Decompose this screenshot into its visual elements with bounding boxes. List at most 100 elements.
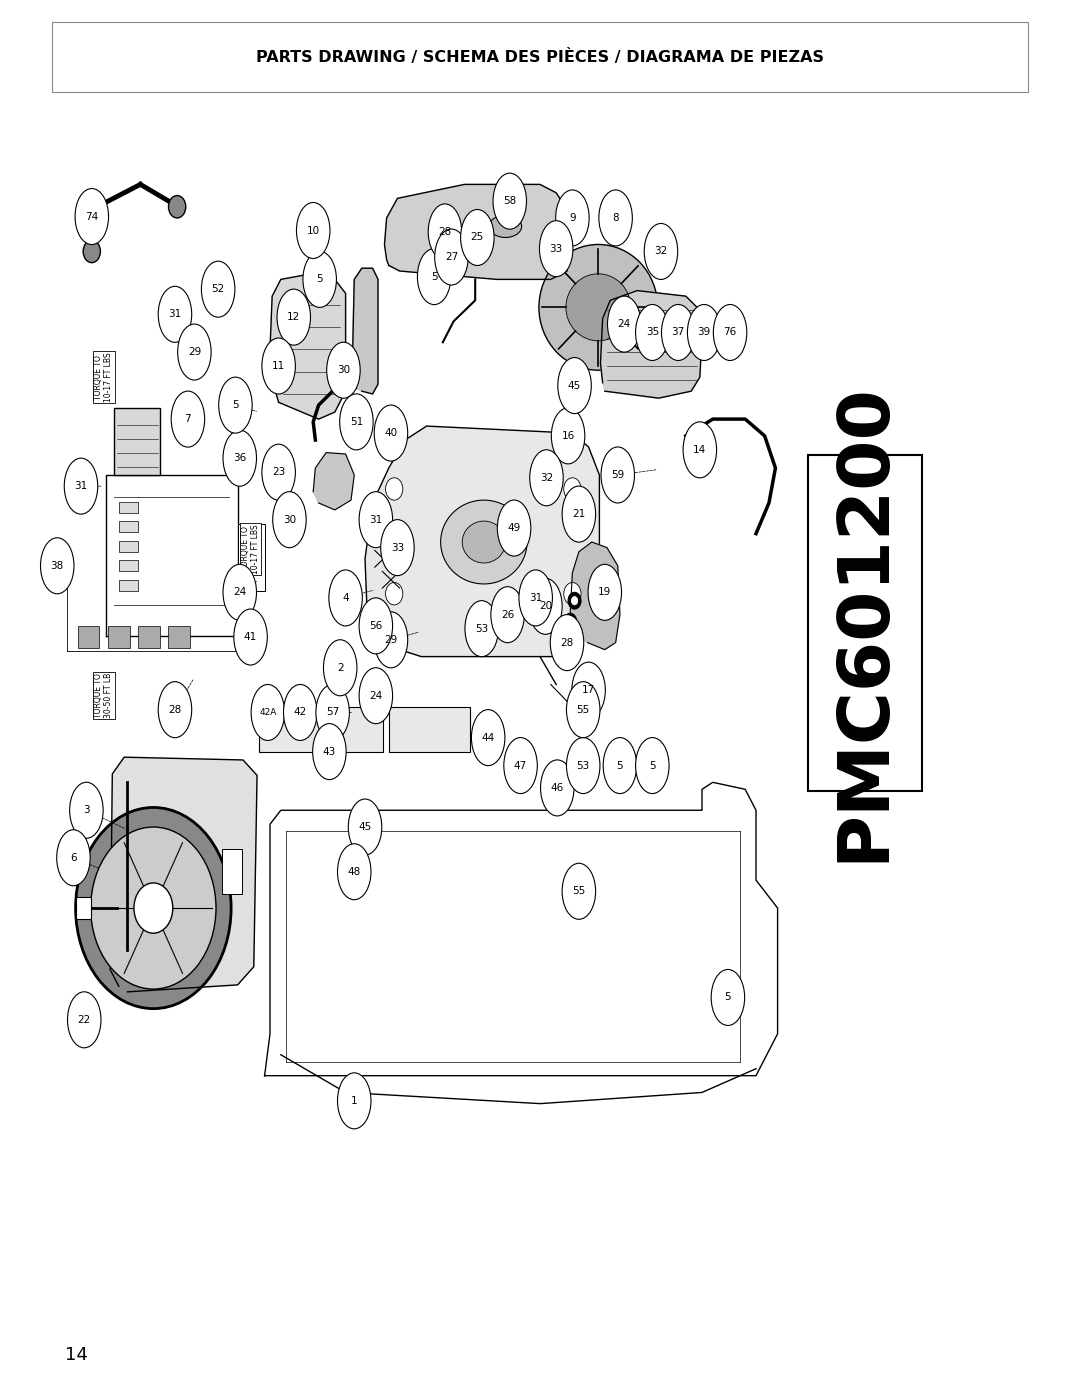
- Ellipse shape: [171, 391, 205, 447]
- Text: 47: 47: [514, 760, 527, 771]
- Text: 31: 31: [369, 514, 382, 525]
- Ellipse shape: [296, 203, 330, 258]
- Polygon shape: [352, 268, 378, 394]
- Text: PMC601200: PMC601200: [829, 381, 899, 862]
- Ellipse shape: [417, 249, 451, 305]
- Text: TORQUE TO
10-17 FT LBS: TORQUE TO 10-17 FT LBS: [241, 524, 260, 574]
- Ellipse shape: [359, 598, 393, 654]
- Text: 45: 45: [359, 821, 372, 833]
- Bar: [119, 541, 138, 552]
- Circle shape: [91, 827, 216, 989]
- Ellipse shape: [324, 640, 357, 696]
- Ellipse shape: [158, 286, 192, 342]
- Text: 11: 11: [272, 360, 285, 372]
- Ellipse shape: [302, 251, 337, 307]
- Ellipse shape: [348, 799, 382, 855]
- Text: 5: 5: [316, 274, 323, 285]
- Ellipse shape: [462, 521, 505, 563]
- Text: 26: 26: [501, 609, 514, 620]
- Ellipse shape: [359, 668, 393, 724]
- Text: 38: 38: [51, 560, 64, 571]
- Bar: [78, 626, 99, 648]
- Ellipse shape: [600, 447, 635, 503]
- Ellipse shape: [218, 377, 253, 433]
- Circle shape: [571, 597, 578, 605]
- Ellipse shape: [572, 662, 605, 718]
- Ellipse shape: [566, 274, 631, 341]
- Text: 14: 14: [65, 1347, 87, 1363]
- Circle shape: [564, 478, 581, 500]
- Circle shape: [168, 196, 186, 218]
- Bar: [114, 408, 160, 475]
- Text: 14: 14: [693, 444, 706, 455]
- Text: 42A: 42A: [259, 708, 276, 717]
- Text: 8: 8: [612, 212, 619, 224]
- Text: 33: 33: [391, 542, 404, 553]
- Text: 46: 46: [551, 782, 564, 793]
- Ellipse shape: [635, 305, 669, 360]
- Text: 37: 37: [672, 327, 685, 338]
- Ellipse shape: [329, 570, 363, 626]
- Ellipse shape: [688, 305, 721, 360]
- Text: 28: 28: [561, 637, 573, 648]
- Text: TORQUE TO
10-17 FT LBS: TORQUE TO 10-17 FT LBS: [94, 352, 113, 402]
- Ellipse shape: [326, 342, 361, 398]
- Ellipse shape: [562, 486, 596, 542]
- Text: 6: 6: [70, 852, 77, 863]
- Ellipse shape: [441, 500, 527, 584]
- Text: 42: 42: [294, 707, 307, 718]
- Circle shape: [565, 627, 571, 636]
- Ellipse shape: [67, 992, 102, 1048]
- Text: 24: 24: [233, 587, 246, 598]
- Ellipse shape: [558, 358, 592, 414]
- Circle shape: [83, 240, 100, 263]
- Ellipse shape: [158, 682, 192, 738]
- Ellipse shape: [589, 564, 622, 620]
- Ellipse shape: [65, 458, 98, 514]
- Text: 21: 21: [572, 509, 585, 520]
- Circle shape: [386, 478, 403, 500]
- Text: 35: 35: [646, 327, 659, 338]
- Ellipse shape: [684, 422, 717, 478]
- Text: 43: 43: [323, 746, 336, 757]
- Text: 40: 40: [384, 427, 397, 439]
- Text: 12: 12: [287, 312, 300, 323]
- Ellipse shape: [635, 738, 669, 793]
- Ellipse shape: [202, 261, 235, 317]
- Ellipse shape: [222, 564, 257, 620]
- Ellipse shape: [464, 601, 499, 657]
- Ellipse shape: [712, 970, 745, 1025]
- FancyBboxPatch shape: [52, 22, 1028, 92]
- Text: 39: 39: [698, 327, 711, 338]
- Ellipse shape: [278, 289, 311, 345]
- Text: 58: 58: [503, 196, 516, 207]
- Text: 9: 9: [569, 212, 576, 224]
- Ellipse shape: [283, 685, 318, 740]
- Bar: [259, 707, 319, 752]
- Ellipse shape: [472, 710, 505, 766]
- Text: 49: 49: [508, 522, 521, 534]
- Text: 32: 32: [540, 472, 553, 483]
- Text: 16: 16: [562, 430, 575, 441]
- Text: 5: 5: [232, 400, 239, 411]
- Ellipse shape: [340, 394, 374, 450]
- Ellipse shape: [644, 224, 678, 279]
- Ellipse shape: [251, 685, 285, 740]
- Text: 28: 28: [438, 226, 451, 237]
- Text: PARTS DRAWING / SCHEMA DES PIÈCES / DIAGRAMA DE PIEZAS: PARTS DRAWING / SCHEMA DES PIÈCES / DIAG…: [256, 49, 824, 66]
- Ellipse shape: [567, 682, 600, 738]
- Ellipse shape: [551, 615, 583, 671]
- Text: 53: 53: [475, 623, 488, 634]
- Ellipse shape: [434, 229, 469, 285]
- Bar: [119, 580, 138, 591]
- Ellipse shape: [714, 305, 747, 360]
- Text: 5: 5: [649, 760, 656, 771]
- Ellipse shape: [337, 1073, 372, 1129]
- Text: 5: 5: [725, 992, 731, 1003]
- Ellipse shape: [661, 305, 696, 360]
- Ellipse shape: [315, 685, 350, 740]
- Ellipse shape: [380, 520, 415, 576]
- Text: 31: 31: [168, 309, 181, 320]
- Bar: [119, 560, 138, 571]
- Bar: [808, 455, 922, 791]
